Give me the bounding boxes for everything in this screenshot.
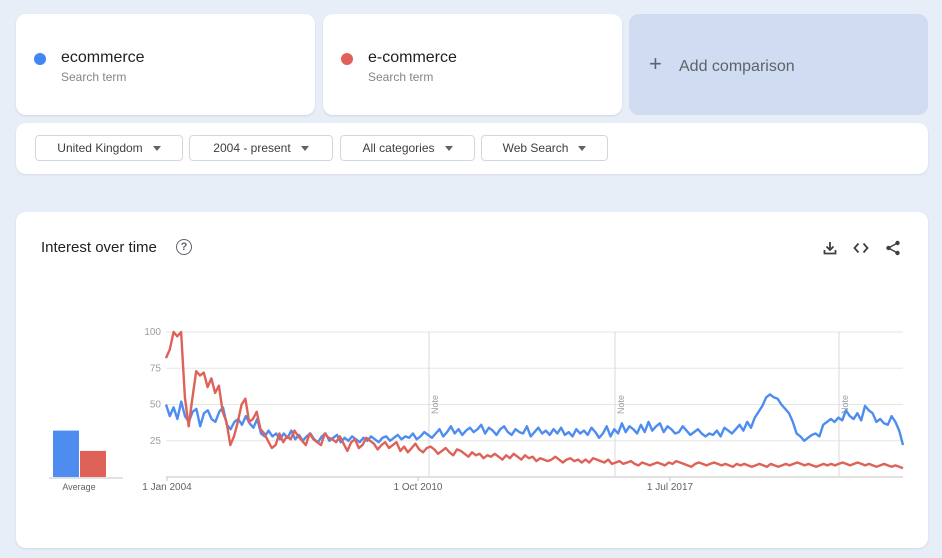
download-icon[interactable] [821,239,839,257]
add-comparison-button[interactable]: + Add comparison [629,14,928,115]
caret-down-icon [578,145,587,151]
embed-code-icon[interactable] [852,239,870,257]
x-tick-label: 1 Jul 2017 [647,482,694,493]
search-term-subtitle: Search term [368,70,434,84]
help-icon[interactable]: ? [176,239,192,255]
add-comparison-label: Add comparison [679,58,795,75]
y-tick-label: 25 [150,436,162,447]
y-tick-label: 75 [150,363,162,374]
average-bar [80,450,106,477]
category-value: All categories [362,141,435,155]
region-dropdown[interactable]: United Kingdom [35,135,183,161]
caret-down-icon [300,145,309,151]
search-term-card-2[interactable]: e-commerce Search term [323,14,622,115]
average-label: Average [62,482,95,492]
series-line-ecommerce [164,393,905,446]
search-type-dropdown[interactable]: Web Search [481,135,608,161]
y-tick-label: 100 [144,327,161,338]
region-value: United Kingdom [57,141,143,155]
x-tick-label: 1 Oct 2010 [394,482,443,493]
share-icon[interactable] [884,239,902,257]
average-bar [53,430,79,477]
filter-bar: United Kingdom 2004 - present All catego… [16,123,928,174]
x-tick-label: 1 Jan 2004 [142,482,192,493]
time-range-value: 2004 - present [213,141,291,155]
search-type-value: Web Search [502,141,569,155]
plus-icon: + [649,51,662,76]
interest-chart: Average 100 75 50 25 Note Note Note 1 Jan 2004 1… [49,327,905,493]
search-term-name[interactable]: e-commerce [368,49,457,66]
series-color-dot [341,53,353,65]
category-dropdown[interactable]: All categories [340,135,475,161]
interest-over-time-panel: Interest over time ? Average 100 75 50 25 No… [16,212,928,548]
time-range-dropdown[interactable]: 2004 - present [189,135,333,161]
y-tick-label: 50 [150,400,162,411]
search-term-name[interactable]: ecommerce [61,49,145,66]
note-label: Note [430,395,440,414]
note-label: Note [840,395,850,414]
note-label: Note [616,395,626,414]
search-term-card-1[interactable]: ecommerce Search term [16,14,315,115]
caret-down-icon [444,145,453,151]
search-term-subtitle: Search term [61,70,127,84]
series-line-e-commerce [164,330,904,470]
caret-down-icon [152,145,161,151]
panel-title: Interest over time [41,239,157,256]
series-color-dot [34,53,46,65]
